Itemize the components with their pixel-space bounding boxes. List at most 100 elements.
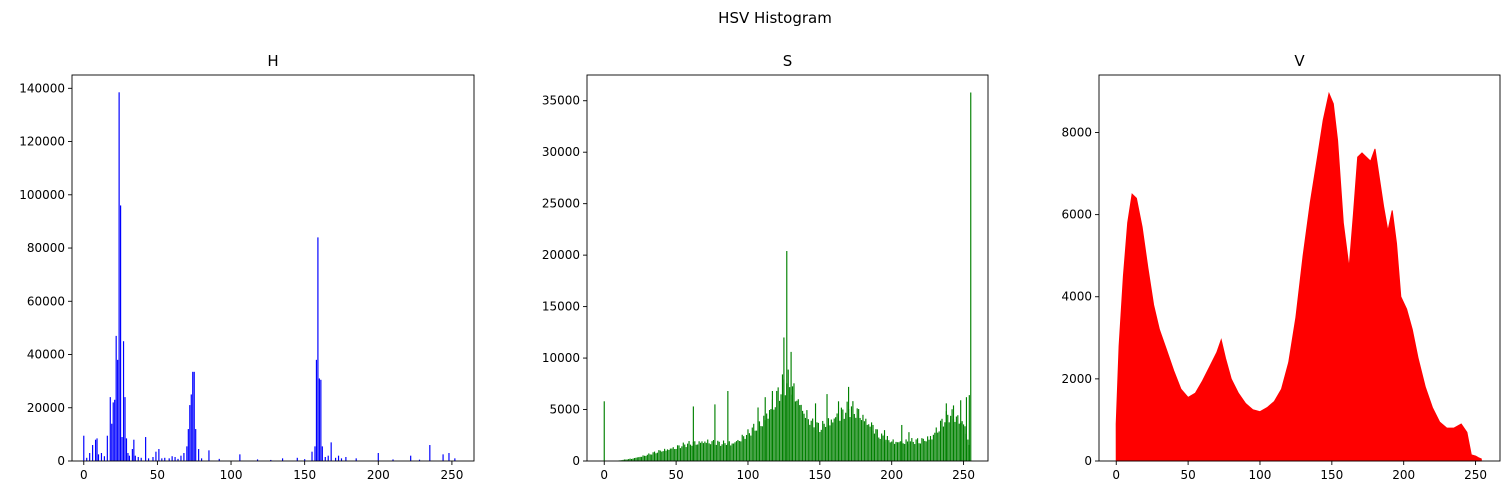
bar: [779, 400, 781, 461]
x-tick-label: 0: [1112, 468, 1120, 482]
bar: [120, 205, 122, 461]
y-tick-label: 30000: [542, 145, 580, 159]
bar: [655, 453, 657, 461]
bar: [725, 444, 727, 461]
bar: [829, 425, 831, 461]
bar: [311, 451, 313, 461]
bar: [929, 435, 932, 461]
bar: [111, 423, 113, 461]
bar: [768, 410, 771, 461]
bar: [645, 455, 647, 461]
bar: [454, 458, 456, 461]
x-tick-label: 0: [600, 468, 608, 482]
bar: [296, 457, 298, 461]
bars-v: [1115, 91, 1482, 462]
bar: [960, 400, 962, 461]
bar: [855, 417, 857, 461]
bar: [124, 397, 126, 461]
bar: [735, 441, 738, 461]
bar: [145, 437, 147, 461]
bar: [797, 399, 799, 461]
bar: [918, 443, 920, 461]
bar: [962, 424, 965, 461]
bar: [632, 458, 634, 461]
bar: [377, 453, 379, 461]
bar: [781, 374, 784, 461]
bar: [728, 441, 730, 461]
bar: [816, 422, 818, 461]
bar: [429, 445, 431, 461]
bar: [784, 395, 786, 461]
bar: [337, 455, 340, 461]
bar: [94, 439, 97, 461]
bar: [140, 457, 142, 461]
bar: [944, 422, 946, 461]
bar: [938, 431, 940, 461]
y-tick-label: 20000: [542, 248, 580, 262]
bar: [636, 457, 638, 461]
bar: [954, 421, 956, 461]
bar: [174, 457, 176, 461]
bar: [733, 443, 735, 461]
bar: [881, 433, 883, 461]
bar: [895, 441, 897, 461]
bar: [96, 438, 98, 461]
bar: [662, 451, 664, 461]
bar: [748, 433, 750, 461]
bar: [717, 440, 719, 461]
bar: [689, 444, 692, 461]
x-tick-label: 150: [808, 468, 831, 482]
bar: [731, 443, 733, 461]
x-ticks-h: 0 50 100 150 200 250: [80, 461, 463, 482]
x-tick-label: 250: [440, 468, 463, 482]
bar: [239, 454, 241, 461]
x-tick-label: 150: [293, 468, 316, 482]
bar: [885, 439, 887, 461]
bar: [843, 418, 845, 461]
bar: [152, 457, 154, 461]
bar: [89, 453, 91, 461]
bar: [914, 444, 916, 461]
bar: [967, 439, 969, 461]
bar: [770, 409, 772, 461]
y-tick-label: 5000: [549, 403, 580, 417]
bar: [651, 454, 653, 461]
bar: [804, 417, 807, 461]
bar: [919, 443, 922, 461]
chart-title-s: S: [783, 52, 793, 70]
bar: [392, 459, 394, 461]
bar: [760, 426, 762, 461]
bar: [118, 92, 120, 461]
bar: [800, 404, 802, 461]
bar: [114, 399, 116, 461]
bar: [892, 439, 894, 461]
bar: [737, 439, 739, 461]
bar: [724, 443, 726, 461]
bar: [643, 455, 646, 461]
bar: [951, 409, 953, 461]
bar: [131, 449, 133, 461]
bar: [718, 441, 720, 461]
bar: [750, 435, 752, 461]
bar: [937, 432, 939, 461]
bar: [324, 457, 326, 461]
y-tick-label: 120000: [19, 135, 65, 149]
bar: [649, 454, 651, 461]
bar: [794, 401, 796, 461]
bar: [161, 458, 163, 461]
bar: [875, 429, 877, 461]
bar: [827, 418, 830, 461]
y-tick-label: 100000: [19, 188, 65, 202]
x-ticks-v: 0 50 100 150 200 250: [1112, 461, 1487, 482]
bar: [410, 455, 412, 461]
chart-title-v: V: [1294, 52, 1305, 70]
bar: [134, 455, 136, 461]
bar: [448, 453, 450, 461]
bar: [710, 444, 712, 461]
bar: [628, 459, 630, 461]
bar: [633, 458, 636, 461]
bar: [685, 447, 687, 461]
bar: [886, 435, 888, 461]
y-tick-label: 2000: [1061, 372, 1092, 386]
